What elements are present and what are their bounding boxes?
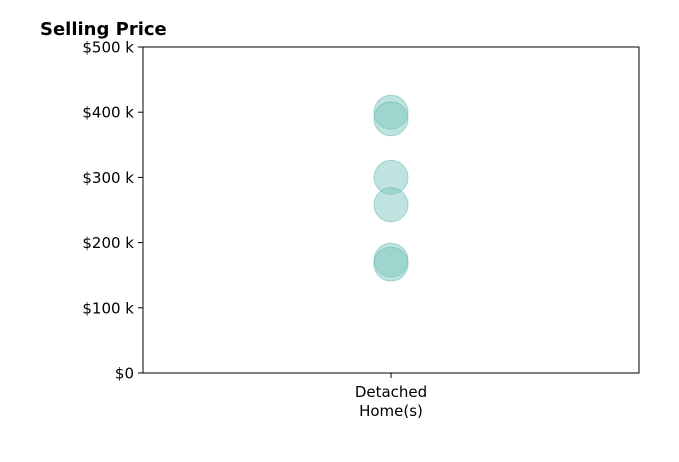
x-tick-label: Detached Home(s) xyxy=(355,383,427,420)
y-tick-label: $200 k xyxy=(82,234,134,252)
y-tick-label: $0 xyxy=(115,365,134,383)
data-point xyxy=(373,246,409,282)
chart-title: Selling Price xyxy=(40,19,167,40)
x-axis: Detached Home(s) xyxy=(355,373,427,420)
y-tick-label: $500 k xyxy=(82,39,134,57)
y-tick-label: $300 k xyxy=(82,169,134,187)
data-points xyxy=(373,94,409,282)
y-tick-label: $400 k xyxy=(82,104,134,122)
y-tick-label: $100 k xyxy=(82,299,134,317)
data-point xyxy=(373,187,409,223)
y-axis: $0 $100 k $200 k $300 k $400 k $500 k xyxy=(82,39,143,383)
data-point xyxy=(373,101,409,137)
